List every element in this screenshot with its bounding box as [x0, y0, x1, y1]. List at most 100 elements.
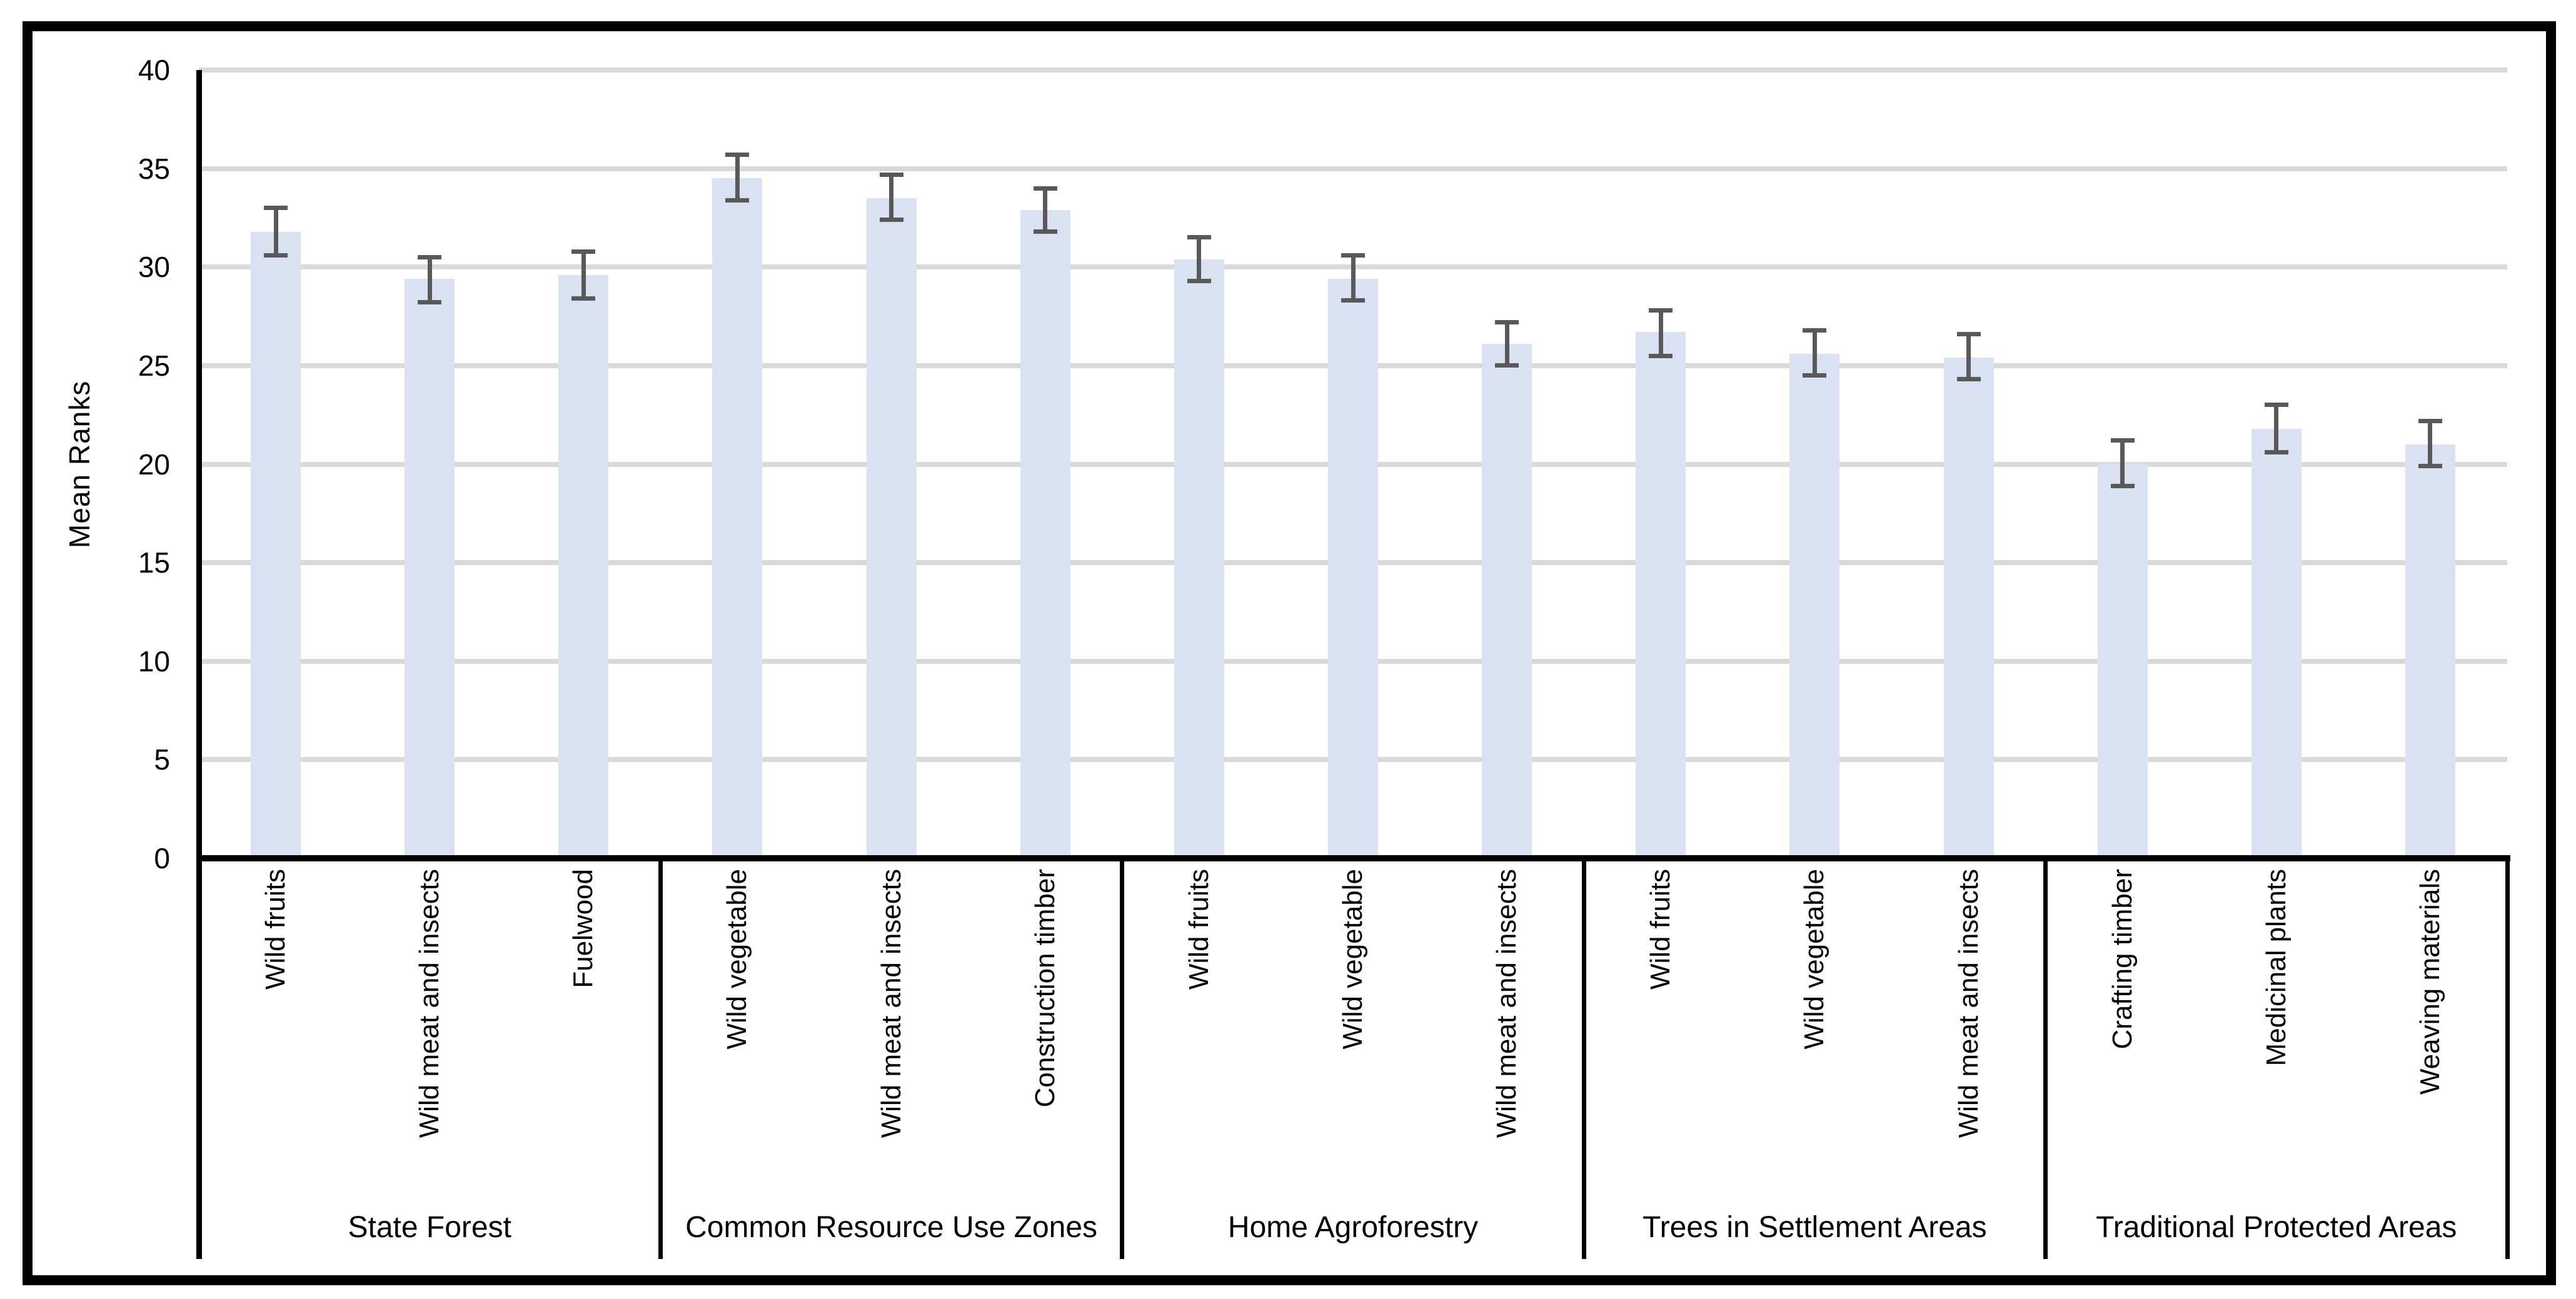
- bar: [251, 231, 301, 858]
- error-bar-cap: [1495, 320, 1519, 325]
- error-bar-stem: [2428, 421, 2433, 466]
- category-label: Wild vegetable: [722, 869, 753, 1050]
- bar: [405, 279, 455, 858]
- category-label: Wild meat and insects: [875, 869, 907, 1138]
- error-bar-stem: [1504, 322, 1509, 366]
- bar: [2251, 428, 2302, 858]
- error-bar-stem: [1351, 255, 1356, 301]
- error-bar-stem: [1043, 188, 1048, 232]
- bar: [2405, 444, 2455, 858]
- error-bar-cap: [571, 296, 596, 301]
- error-bar-stem: [2120, 440, 2125, 486]
- error-bar-stem: [427, 257, 432, 303]
- error-bar-cap: [725, 198, 750, 203]
- y-tick-label: 10: [138, 644, 170, 678]
- error-bar-cap: [1956, 331, 1981, 336]
- error-bar-cap: [418, 300, 442, 305]
- category-label: Medicinal plants: [2260, 869, 2292, 1066]
- y-tick-label: 5: [154, 743, 170, 776]
- error-bar-cap: [1956, 377, 1981, 382]
- error-bar-cap: [1033, 186, 1057, 191]
- category-label: Crafting timber: [2106, 869, 2138, 1050]
- bar: [712, 178, 763, 858]
- group-label: Traditional Protected Areas: [2096, 1211, 2457, 1244]
- bar: [1174, 259, 1224, 858]
- error-bar-cap: [2418, 418, 2442, 423]
- error-bar-cap: [1649, 308, 1673, 313]
- bar: [1482, 344, 1532, 858]
- y-tick-label: 0: [154, 842, 170, 875]
- y-tick-label: 35: [138, 152, 170, 185]
- error-bar-cap: [1803, 373, 1827, 378]
- error-bar-cap: [2264, 450, 2288, 455]
- category-separator: [658, 856, 663, 1259]
- error-bar-stem: [273, 208, 278, 256]
- bar: [866, 198, 917, 858]
- group-label: Trees in Settlement Areas: [1643, 1211, 1987, 1244]
- category-label: Wild meat and insects: [1953, 869, 1984, 1138]
- error-bar-cap: [1033, 229, 1057, 234]
- gridline: [199, 68, 2507, 73]
- error-bar-stem: [889, 174, 894, 220]
- bar: [1020, 209, 1070, 858]
- error-bar-cap: [1649, 353, 1673, 358]
- y-tick-label: 40: [138, 54, 170, 86]
- error-bar-cap: [1187, 278, 1211, 283]
- error-bar-cap: [571, 249, 596, 254]
- y-tick-label: 25: [138, 349, 170, 382]
- error-bar-cap: [1495, 363, 1519, 368]
- error-bar-stem: [1197, 237, 1202, 281]
- category-separator: [1120, 856, 1125, 1259]
- error-bar-stem: [581, 251, 586, 299]
- group-label: Home Agroforestry: [1227, 1211, 1479, 1244]
- gridline: [199, 166, 2507, 171]
- category-label: Wild fruits: [1183, 869, 1214, 990]
- group-label: Common Resource Use Zones: [685, 1211, 1098, 1244]
- error-bar-cap: [264, 253, 288, 258]
- error-bar-cap: [1341, 298, 1365, 303]
- bar: [1943, 358, 1994, 858]
- category-label: Construction timber: [1029, 869, 1060, 1108]
- error-bar-cap: [1803, 328, 1827, 333]
- y-axis-line: [196, 70, 202, 1259]
- bar: [1636, 332, 1686, 858]
- y-tick-label: 20: [138, 448, 170, 481]
- error-bar-cap: [879, 172, 903, 177]
- error-bar-cap: [879, 218, 903, 223]
- y-tick-label: 15: [138, 546, 170, 579]
- bar: [1789, 353, 1840, 858]
- error-bar-cap: [2264, 403, 2288, 408]
- bar: [2097, 464, 2148, 858]
- error-bar-stem: [2274, 404, 2279, 453]
- error-bar-cap: [264, 206, 288, 211]
- error-bar-stem: [735, 154, 740, 201]
- error-bar-cap: [2418, 464, 2442, 469]
- error-bar-cap: [725, 153, 750, 158]
- error-bar-cap: [418, 254, 442, 259]
- category-label: Wild meat and insects: [1491, 869, 1522, 1138]
- error-bar-stem: [1812, 330, 1817, 376]
- category-label: Wild fruits: [1645, 869, 1676, 990]
- error-bar-stem: [1658, 310, 1663, 356]
- bar: [558, 274, 609, 858]
- error-bar-cap: [2110, 483, 2135, 488]
- category-label: Wild meat and insects: [414, 869, 445, 1138]
- category-label: Wild fruits: [260, 869, 291, 990]
- bar: [1328, 279, 1378, 858]
- category-label: Weaving materials: [2414, 869, 2445, 1095]
- category-label: Fuelwood: [568, 869, 599, 988]
- category-label: Wild vegetable: [1799, 869, 1830, 1050]
- error-bar-cap: [2110, 438, 2135, 443]
- group-label: State Forest: [348, 1211, 511, 1244]
- error-bar-stem: [1966, 334, 1971, 379]
- x-axis-line: [196, 855, 2510, 861]
- figure-border: [23, 21, 2556, 1285]
- error-bar-cap: [1341, 253, 1365, 258]
- category-separator: [2043, 856, 2048, 1259]
- category-separator: [2505, 856, 2510, 1259]
- y-tick-label: 30: [138, 251, 170, 284]
- category-label: Wild vegetable: [1337, 869, 1368, 1050]
- error-bar-cap: [1187, 235, 1211, 240]
- category-separator: [1581, 856, 1586, 1259]
